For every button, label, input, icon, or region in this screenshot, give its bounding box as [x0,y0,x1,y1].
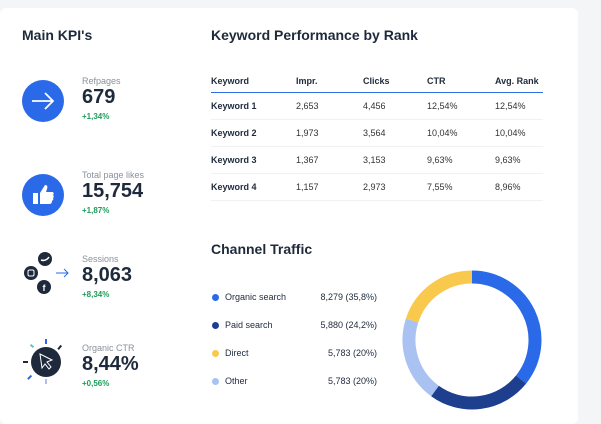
donut-slice-organic-search [471,270,542,384]
kpi-organic-ctr: Organic CTR 8,44% +0,56% [20,339,200,403]
keyword-table: Keyword Impr. Clicks CTR Avg. Rank Keywo… [211,72,543,201]
thumbs-up-icon [22,174,64,216]
kpi-page-likes: Total page likes 15,754 +1,87% [20,170,200,230]
table-cell: 2,973 [363,173,427,201]
legend-dot [212,322,219,329]
channel-traffic-donut [402,270,542,410]
table-cell: Keyword 4 [211,173,296,201]
kpi-change: +8,34% [82,290,110,299]
table-cell: 4,456 [363,92,427,120]
kpi-title: Main KPI's [22,27,93,43]
keyword-table-title: Keyword Performance by Rank [211,27,418,43]
arrow-right-icon [22,80,64,122]
kpi-change: +1,34% [82,112,110,121]
kpi-value: 8,063 [82,264,133,286]
legend-value: 8,279 (35,8%) [320,292,377,302]
kpi-label: Refpages [82,76,121,86]
cursor-click-icon [23,339,63,384]
table-cell: 9,63% [495,146,543,174]
table-cell: 3,153 [363,146,427,174]
legend-value: 5,880 (24,2%) [320,320,377,330]
table-cell: 1,367 [296,146,363,174]
svg-text:f: f [43,283,47,293]
donut-slice-other [402,318,439,397]
table-cell: 3,564 [363,119,427,147]
legend-item-direct: Direct 5,783 (20%) [212,348,377,362]
legend-value: 5,783 (20%) [327,348,377,358]
column-header: Impr. [296,72,363,93]
legend-item-organic: Organic search 8,279 (35,8%) [212,292,377,306]
donut-slice-direct [405,270,473,323]
legend-value: 5,783 (20%) [327,376,377,386]
table-cell: Keyword 2 [211,119,296,147]
kpi-label: Total page likes [82,170,145,180]
legend-label: Direct [225,348,249,358]
table-row: Keyword 4 1,157 2,973 7,55% 8,96% [211,173,543,201]
kpi-value: 679 [82,86,116,108]
table-cell: Keyword 1 [211,92,296,120]
table-cell: 2,653 [296,92,363,120]
kpi-change: +1,87% [82,206,110,215]
column-header: Avg. Rank [495,72,543,93]
kpi-refpages: Refpages 679 +1,34% [20,76,200,136]
column-header: CTR [427,72,495,93]
table-cell: 1,973 [296,119,363,147]
legend-label: Paid search [225,320,273,330]
kpi-label: Sessions [82,254,119,264]
legend-dot [212,350,219,357]
kpi-value: 15,754 [82,180,144,202]
table-cell: 8,96% [495,173,543,201]
legend-label: Other [225,376,248,386]
table-header-row: Keyword Impr. Clicks CTR Avg. Rank [211,72,543,93]
kpi-value: 8,44% [82,353,139,375]
table-cell: 7,55% [427,173,495,201]
legend-dot [212,378,219,385]
kpi-label: Organic CTR [82,343,135,353]
table-cell: Keyword 3 [211,146,296,174]
kpi-change: +0,56% [82,379,110,388]
table-cell: 12,54% [427,92,495,120]
legend-item-paid: Paid search 5,880 (24,2%) [212,320,377,334]
column-header: Clicks [363,72,427,93]
table-cell: 10,04% [495,119,543,147]
table-row: Keyword 2 1,973 3,564 10,04% 10,04% [211,119,543,147]
table-cell: 9,63% [427,146,495,174]
legend-item-other: Other 5,783 (20%) [212,376,377,390]
table-cell: 10,04% [427,119,495,147]
table-row: Keyword 1 2,653 4,456 12,54% 12,54% [211,92,543,120]
legend-label: Organic search [225,292,287,302]
column-header: Keyword [211,72,296,93]
table-row: Keyword 3 1,367 3,153 9,63% 9,63% [211,146,543,174]
legend-dot [212,294,219,301]
table-cell: 1,157 [296,173,363,201]
social-icons: f [24,252,69,294]
channel-traffic-title: Channel Traffic [211,241,313,257]
donut-slice-paid-search [431,375,527,410]
kpi-sessions: f Sessions 8,063 +8,34% [20,250,200,310]
table-cell: 12,54% [495,92,543,120]
